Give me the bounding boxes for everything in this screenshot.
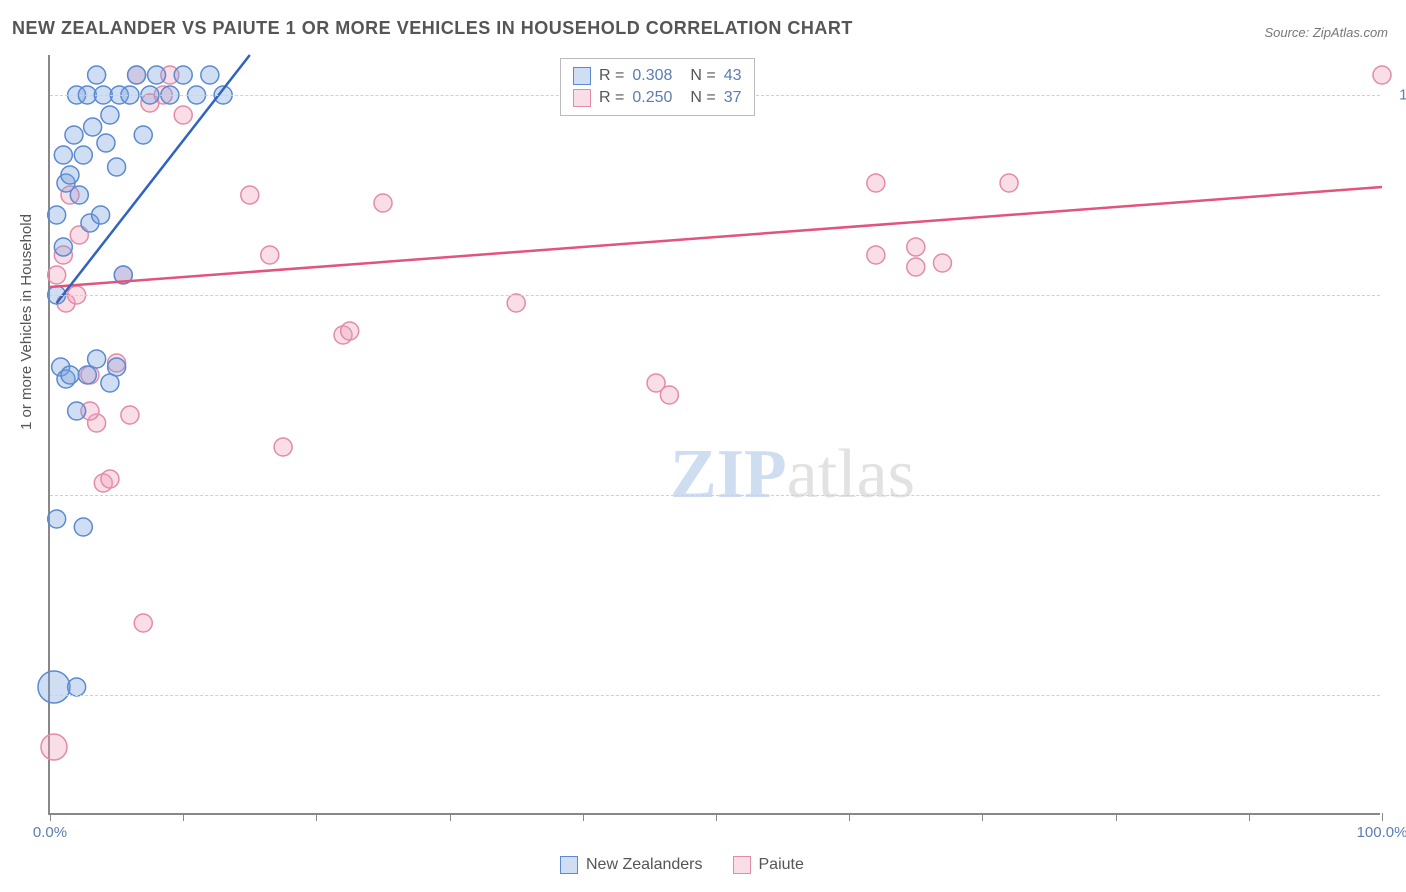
n-value-1: 43 [724,67,742,85]
xtick-mark [316,813,317,821]
scatter-point [68,678,86,696]
scatter-point [1000,174,1018,192]
scatter-point [134,126,152,144]
scatter-point [108,158,126,176]
gridline [50,295,1380,296]
ytick-label: 90.0% [1390,487,1406,504]
stats-row-1: R = 0.308 N = 43 [573,65,742,87]
scatter-point [48,266,66,284]
y-axis-label: 1 or more Vehicles in Household [18,214,35,430]
legend-label-2: Paiute [759,856,804,874]
scatter-point [70,186,88,204]
scatter-point [92,206,110,224]
scatter-point [374,194,392,212]
scatter-point [48,510,66,528]
scatter-point [274,438,292,456]
plot-svg [50,55,1380,813]
n-value-2: 37 [724,89,742,107]
xtick-mark [50,813,51,821]
series-legend: New Zealanders Paiute [560,856,804,874]
scatter-point [148,66,166,84]
scatter-point [54,146,72,164]
ytick-label: 95.0% [1390,287,1406,304]
xtick-mark [1249,813,1250,821]
scatter-point [134,614,152,632]
swatch-series2-bottom [733,856,751,874]
xtick-mark [982,813,983,821]
xtick-mark [1116,813,1117,821]
scatter-point [101,470,119,488]
xtick-label: 0.0% [33,824,67,841]
scatter-point [88,66,106,84]
n-label-1: N = [690,67,715,85]
scatter-point [261,246,279,264]
ytick-label: 85.0% [1390,687,1406,704]
stats-legend: R = 0.308 N = 43 R = 0.250 N = 37 [560,58,755,116]
legend-label-1: New Zealanders [586,856,703,874]
xtick-mark [849,813,850,821]
scatter-point [88,350,106,368]
scatter-point [241,186,259,204]
scatter-point [1373,66,1391,84]
scatter-point [907,238,925,256]
scatter-point [74,146,92,164]
swatch-series2 [573,89,591,107]
swatch-series1 [573,67,591,85]
scatter-point [78,366,96,384]
legend-item-2: Paiute [733,856,804,874]
scatter-point [174,66,192,84]
chart-title: NEW ZEALANDER VS PAIUTE 1 OR MORE VEHICL… [12,18,853,39]
swatch-series1-bottom [560,856,578,874]
scatter-point [201,66,219,84]
scatter-point [121,406,139,424]
source-label: Source: ZipAtlas.com [1264,25,1388,40]
r-label-1: R = [599,67,624,85]
scatter-point [61,366,79,384]
scatter-point [867,174,885,192]
xtick-mark [450,813,451,821]
r-value-2: 0.250 [632,89,672,107]
n-label-2: N = [690,89,715,107]
scatter-point [507,294,525,312]
scatter-point [174,106,192,124]
scatter-point [65,126,83,144]
stats-row-2: R = 0.250 N = 37 [573,87,742,109]
scatter-point [101,106,119,124]
scatter-point [74,518,92,536]
xtick-mark [716,813,717,821]
ytick-label: 100.0% [1390,87,1406,104]
xtick-label: 100.0% [1357,824,1406,841]
xtick-mark [583,813,584,821]
scatter-point [41,734,67,760]
scatter-point [68,402,86,420]
xtick-mark [1382,813,1383,821]
scatter-point [660,386,678,404]
scatter-point [61,166,79,184]
scatter-point [128,66,146,84]
scatter-point [38,671,70,703]
scatter-point [933,254,951,272]
scatter-point [867,246,885,264]
scatter-point [84,118,102,136]
scatter-point [108,358,126,376]
scatter-point [907,258,925,276]
gridline [50,695,1380,696]
r-label-2: R = [599,89,624,107]
scatter-point [341,322,359,340]
scatter-point [48,206,66,224]
gridline [50,495,1380,496]
r-value-1: 0.308 [632,67,672,85]
chart-area: ZIPatlas 85.0%90.0%95.0%100.0%0.0%100.0% [48,55,1380,815]
scatter-point [97,134,115,152]
legend-item-1: New Zealanders [560,856,703,874]
xtick-mark [183,813,184,821]
scatter-point [54,238,72,256]
